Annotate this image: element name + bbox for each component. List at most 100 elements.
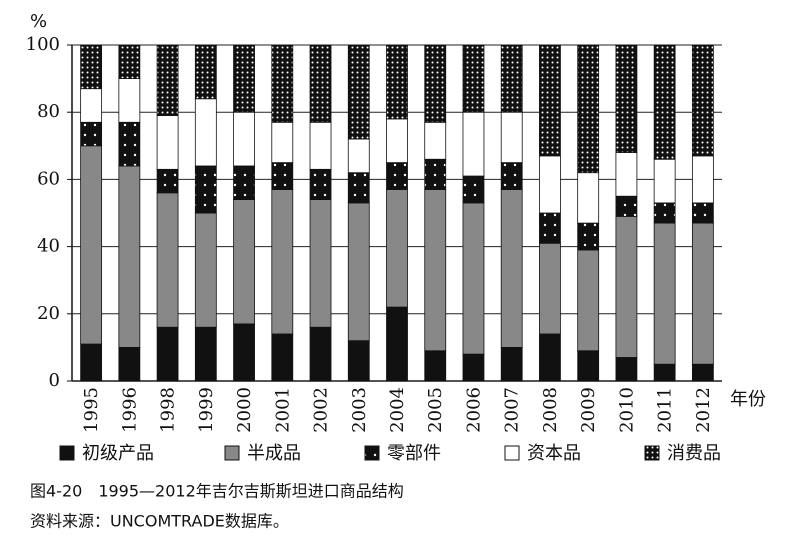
x-tick-label: 2010 (616, 387, 637, 433)
bar-segment (80, 145, 103, 345)
bar-segment (80, 88, 103, 123)
bar-segment (386, 44, 408, 120)
bar-segment (347, 172, 370, 204)
x-tick-label: 2004 (387, 387, 408, 433)
x-tick-label: 2006 (463, 387, 484, 433)
bar-segment (80, 343, 103, 382)
bar-segment (309, 44, 332, 123)
bar-segment (156, 326, 179, 382)
bar-segment (271, 44, 294, 123)
bar-segment (309, 168, 332, 200)
x-tick-label: 2003 (349, 387, 370, 433)
bar-segment (309, 199, 332, 328)
bar-segment (156, 115, 179, 170)
y-tick-label: 60 (37, 168, 60, 189)
bar-segment (691, 363, 714, 382)
bar-segment (233, 165, 255, 200)
x-tick-label: 2011 (655, 387, 676, 433)
bar-segment (539, 155, 561, 214)
bar-segment (653, 363, 676, 382)
y-tick-label: 80 (37, 101, 60, 122)
bar-segment (233, 199, 255, 325)
bar-segment (309, 121, 332, 170)
legend-swatch (364, 445, 380, 461)
x-tick-label: 2002 (311, 387, 332, 433)
bar-segment (500, 346, 523, 382)
bar-segment (462, 175, 485, 204)
bar-segment (156, 168, 179, 194)
bar-segment (539, 333, 561, 382)
bar-segment (80, 121, 103, 147)
bar-segment (194, 326, 217, 382)
bar-segment (653, 44, 676, 160)
bar-segment (271, 333, 294, 382)
y-unit: % (30, 11, 47, 32)
bar-segment (118, 44, 141, 79)
bar-segment (424, 158, 447, 190)
y-tick-label: 40 (37, 236, 60, 257)
x-tick-label: 2008 (540, 387, 561, 433)
bar-segment (500, 162, 523, 190)
bar-segment (691, 222, 714, 365)
bar-segment (194, 98, 217, 167)
x-tick-label: 2000 (234, 387, 255, 433)
y-tick-label: 100 (26, 34, 60, 55)
bar-segment (615, 195, 638, 217)
y-tick-label: 20 (37, 303, 60, 324)
bar-segment (615, 215, 638, 358)
bar-segment (194, 44, 217, 100)
legend-swatch (224, 445, 240, 461)
bar-segment (347, 340, 370, 382)
bar-segment (424, 189, 447, 352)
bar-segment (691, 202, 714, 224)
bar-segment (577, 222, 600, 251)
legend-label: 零部件 (387, 443, 441, 464)
y-tick-label: 0 (49, 370, 60, 391)
bar-segment (347, 44, 370, 140)
bar-segment (462, 353, 485, 382)
bar-segment (462, 111, 485, 177)
bar-segment (386, 306, 408, 382)
legend-swatch (59, 445, 75, 461)
bar-segment (539, 44, 561, 157)
x-tick-label: 1995 (81, 387, 102, 433)
bar-segment (577, 249, 600, 352)
bar-segment (194, 165, 217, 214)
x-tick-label: 1999 (196, 387, 217, 433)
bar-segment (615, 152, 638, 197)
bar-segment (424, 44, 447, 123)
bar-segment (118, 78, 141, 123)
bar-segment (653, 202, 676, 224)
chart-title: 图4-20 1995—2012年吉尔吉斯斯坦进口商品结构 (30, 482, 404, 501)
bar-segment (500, 189, 523, 348)
bar-segment (80, 44, 103, 90)
bar-segment (118, 346, 141, 382)
bar-segment (539, 212, 561, 244)
bar-segment (653, 158, 676, 204)
bar-segment (271, 189, 294, 335)
bar-segment (615, 44, 638, 153)
bar-segment (691, 44, 714, 157)
x-tick-label: 1996 (119, 387, 140, 433)
bar-segment (615, 357, 638, 382)
bar-segment (347, 202, 370, 342)
bar-segment (577, 350, 600, 382)
legend-swatch (644, 445, 660, 461)
bar-segment (424, 121, 447, 160)
bar-segment (233, 111, 255, 167)
bar-segment (462, 202, 485, 355)
x-tick-label: 2001 (272, 387, 293, 433)
bar-segment (462, 44, 485, 113)
bar-segment (539, 242, 561, 335)
bar-segment (271, 162, 294, 190)
bar-segment (386, 118, 408, 163)
legend-label: 资本品 (527, 443, 581, 464)
bar-segment (386, 162, 408, 190)
bar-segment (233, 44, 255, 113)
bar-segment (271, 121, 294, 163)
legend-swatch (504, 445, 520, 461)
bar-segment (691, 155, 714, 204)
source-note: 资料来源：UNCOMTRADE数据库。 (30, 512, 289, 531)
bar-segment (118, 165, 141, 348)
